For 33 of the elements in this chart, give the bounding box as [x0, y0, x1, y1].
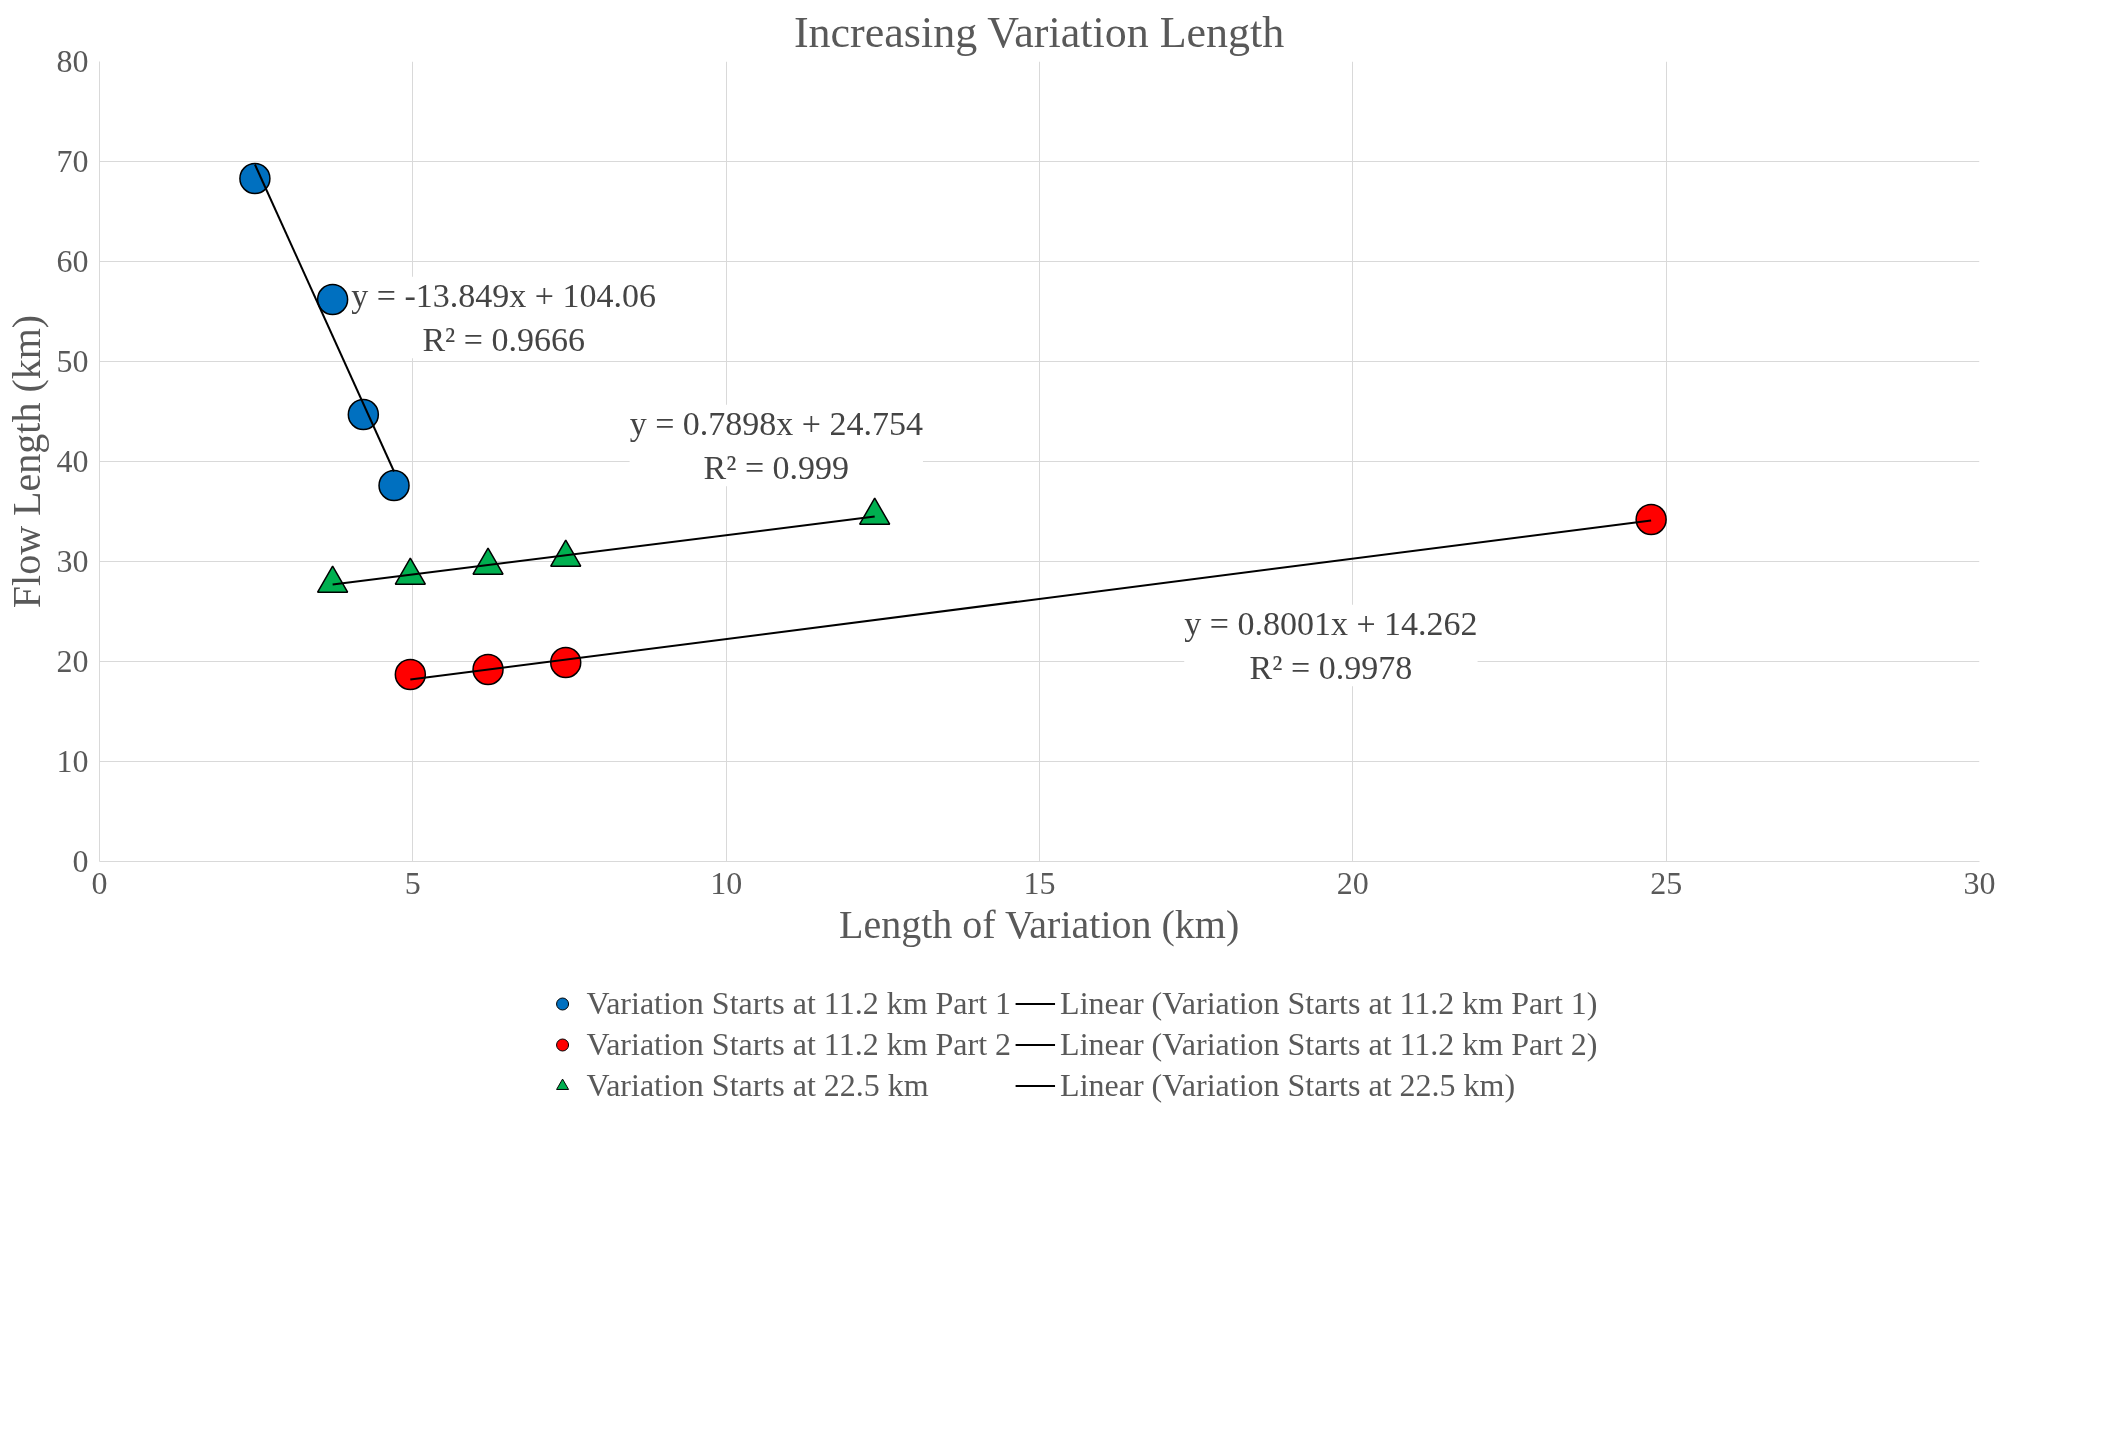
legend-label: Linear (Variation Starts at 22.5 km): [1060, 1066, 1516, 1104]
legend-label: Variation Starts at 11.2 km Part 2: [586, 1025, 1012, 1063]
y-tick-label: 80: [56, 43, 89, 79]
x-axis-title: Length of Variation (km): [839, 901, 1240, 947]
legend-label: Linear (Variation Starts at 11.2 km Part 1): [1060, 984, 1598, 1022]
y-tick-label: 50: [56, 343, 89, 379]
point: [316, 283, 349, 316]
y-tick-label: 10: [56, 743, 89, 779]
annotation: y = 0.7898x + 24.754 R² = 0.999: [629, 404, 923, 487]
chart-title: Increasing Variation Length: [793, 7, 1285, 57]
y-tick-label: 60: [56, 243, 89, 279]
point: [394, 658, 427, 691]
annotation: y = 0.8001x + 14.262 R² = 0.9978: [1184, 604, 1478, 687]
y-tick-label: 20: [56, 643, 89, 679]
x-tick-label: 10: [710, 864, 743, 901]
y-tick-label: 40: [56, 443, 89, 479]
point: [378, 469, 410, 502]
y-tick-label: 70: [56, 143, 89, 179]
point: [347, 398, 380, 431]
x-tick-label: 5: [404, 864, 421, 901]
legend-label: Variation Starts at 11.2 km Part 1: [586, 984, 1012, 1022]
x-tick-label: 25: [1650, 864, 1683, 901]
annotation: y = -13.849x + 104.06 R² = 0.9666: [351, 276, 657, 359]
point: [1635, 503, 1667, 536]
y-axis-title: Flow Length (km): [3, 314, 49, 609]
legend-label: Linear (Variation Starts at 11.2 km Part 2): [1060, 1025, 1598, 1063]
point: [549, 646, 582, 679]
y-tick-label: 30: [56, 543, 89, 579]
x-tick-label: 15: [1023, 864, 1056, 901]
x-tick-label: 20: [1336, 864, 1369, 901]
legend-label: Variation Starts at 22.5 km: [586, 1066, 929, 1104]
x-tick-label: 30: [1963, 864, 1996, 901]
point: [239, 162, 271, 195]
